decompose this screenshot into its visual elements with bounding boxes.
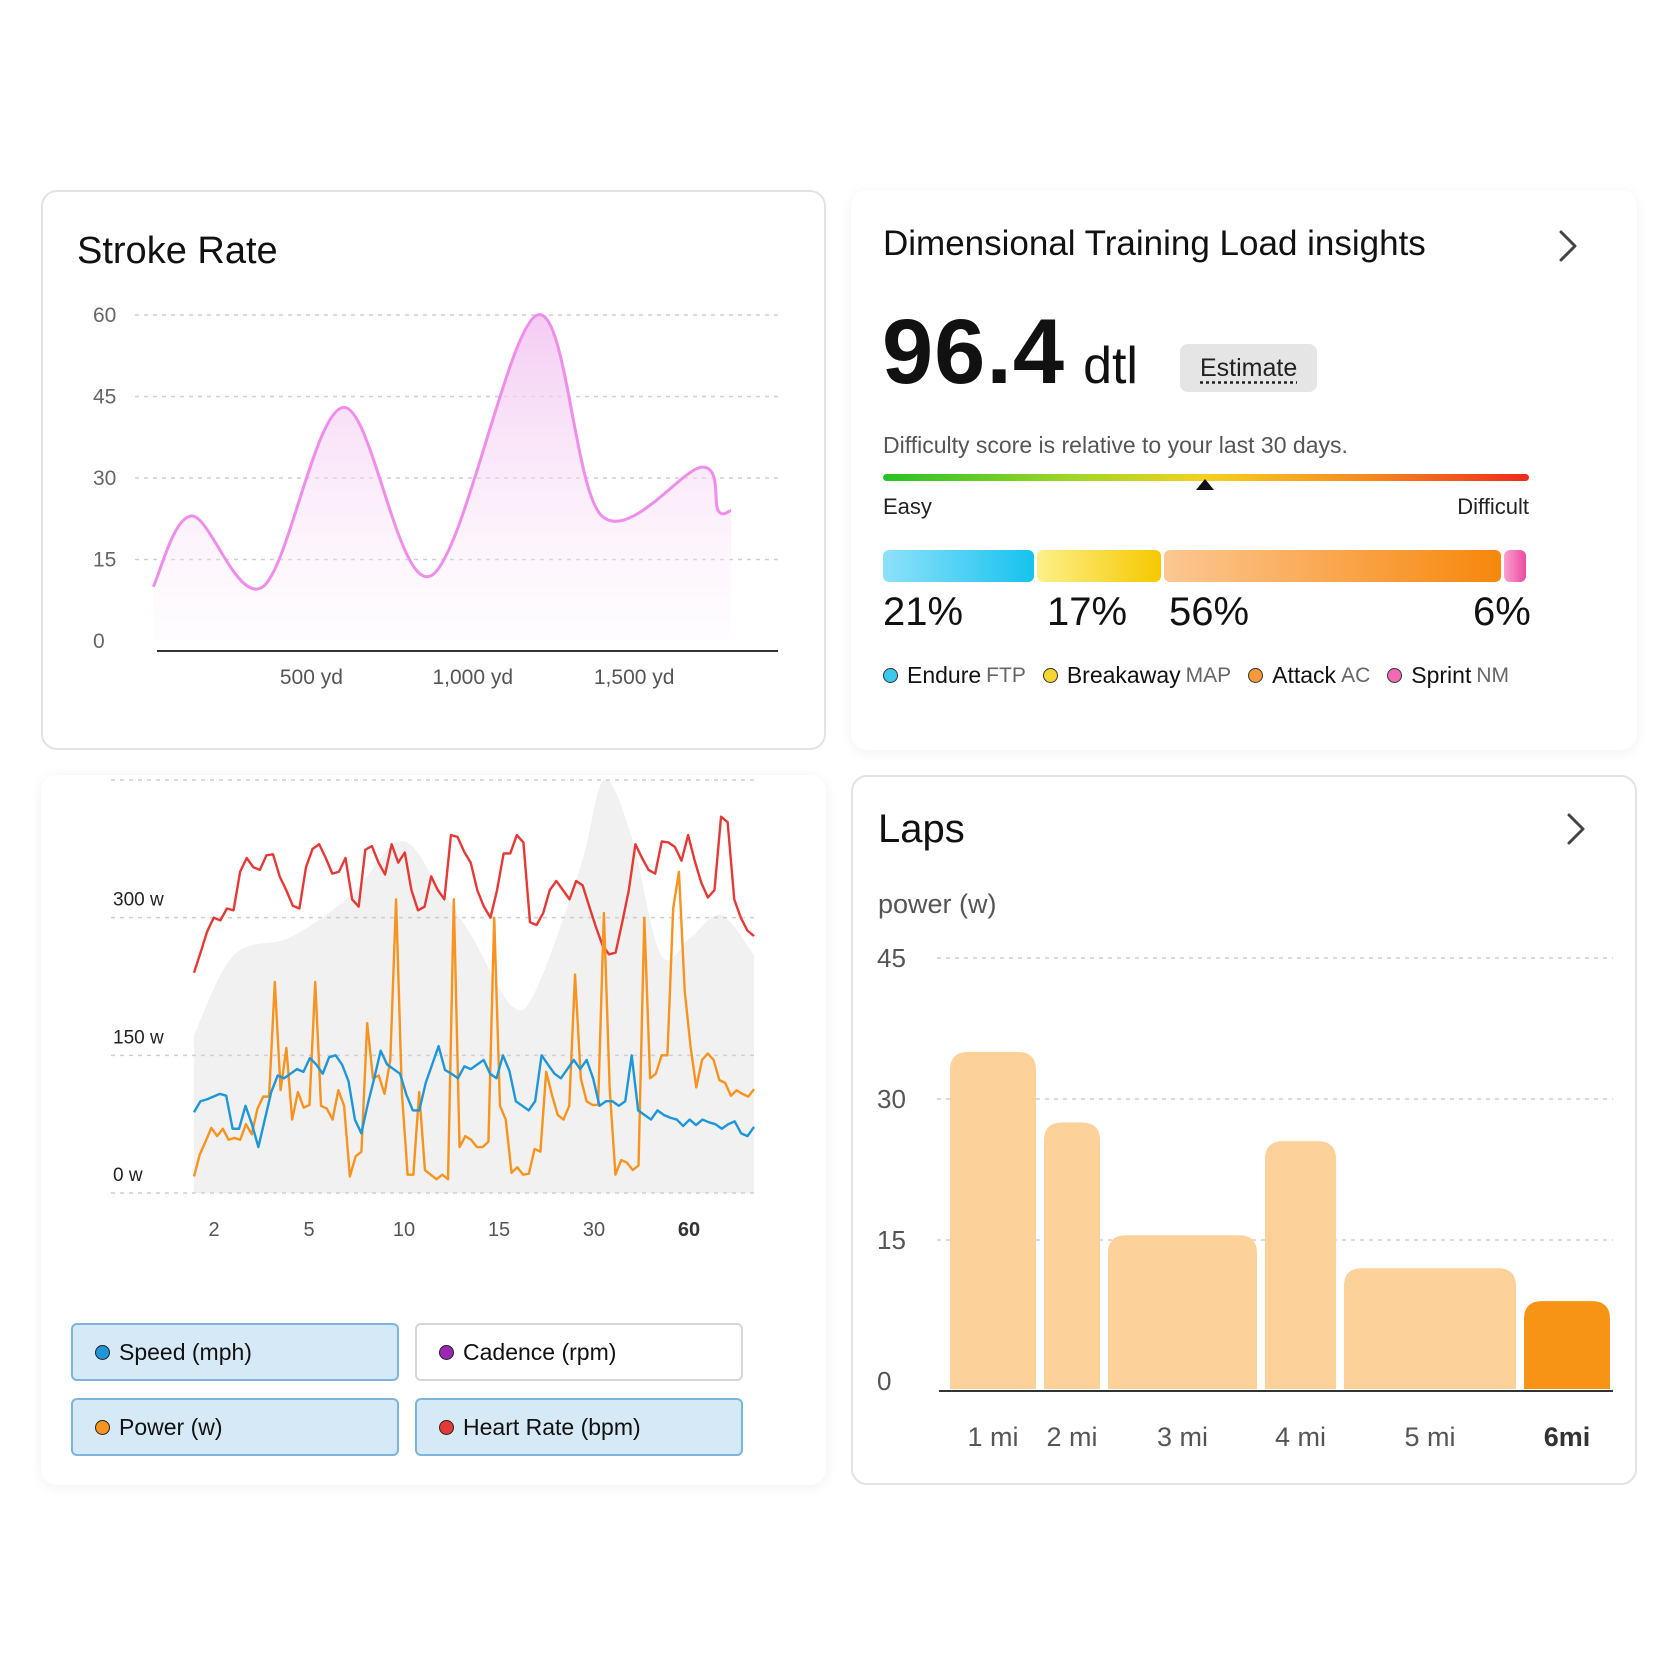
legend-name: Endure bbox=[907, 662, 982, 688]
y-tick-label: 0 bbox=[93, 630, 105, 653]
x-tick-label: 60 bbox=[678, 1219, 700, 1241]
legend-item-endure: Endure FTP bbox=[883, 662, 1026, 689]
toggle-speed[interactable]: Speed (mph) bbox=[71, 1323, 399, 1381]
legend-item-breakaway: Breakaway MAP bbox=[1042, 662, 1232, 689]
series-line bbox=[192, 815, 755, 974]
toggle-power[interactable]: Power (w) bbox=[71, 1398, 399, 1456]
difficulty-subtext: Difficulty score is relative to your las… bbox=[883, 432, 1348, 458]
x-tick-label: 3 mi bbox=[1157, 1422, 1208, 1452]
laps-unit-label: power (w) bbox=[878, 889, 997, 919]
x-tick-label: 30 bbox=[583, 1219, 605, 1241]
dtl-title: Dimensional Training Load insights bbox=[883, 224, 1426, 263]
y-tick-label: 0 bbox=[877, 1366, 891, 1396]
stroke-rate-line bbox=[151, 313, 732, 591]
x-tick-label: 6mi bbox=[1544, 1422, 1591, 1452]
toggle-label: Heart Rate (bpm) bbox=[463, 1413, 641, 1440]
workout-metrics-chart: 300 w 150 w 0 w 2 5 10 15 30 60 bbox=[111, 779, 755, 1241]
power-dot-icon bbox=[95, 1419, 110, 1435]
legend-dot-icon bbox=[1042, 668, 1058, 683]
toggle-heart-rate[interactable]: Heart Rate (bpm) bbox=[415, 1398, 743, 1456]
legend-name: Breakaway bbox=[1066, 662, 1181, 688]
legend-name: Sprint bbox=[1411, 662, 1472, 688]
dtl-score-value: 96.4 bbox=[882, 301, 1066, 403]
lap-bar bbox=[1044, 1122, 1100, 1389]
legend-abbr: MAP bbox=[1185, 663, 1232, 687]
laps-card: Laps power (w) 45 30 15 0 1 mi 2 mi 3 mi 4 mi 5… bbox=[851, 775, 1637, 1485]
dtl-score: 96.4 dtl bbox=[882, 300, 1138, 405]
elevation-background-area bbox=[194, 779, 754, 1193]
speed-dot-icon bbox=[95, 1344, 110, 1360]
x-tick-label: 2 mi bbox=[1046, 1422, 1097, 1452]
lap-bar bbox=[1108, 1235, 1257, 1389]
legend-abbr: AC bbox=[1341, 663, 1371, 687]
laps-bar-chart: 45 30 15 0 1 mi 2 mi 3 mi 4 mi 5 mi 6mi bbox=[877, 943, 1613, 1452]
lap-bar bbox=[1344, 1268, 1516, 1389]
y-tick-label: 150 w bbox=[113, 1027, 164, 1048]
stroke-rate-area bbox=[153, 314, 731, 641]
legend-abbr: NM bbox=[1476, 663, 1510, 687]
x-tick-label: 2 bbox=[208, 1219, 219, 1241]
zone-pct-breakaway: 17% bbox=[1047, 590, 1128, 634]
chevron-right-icon[interactable] bbox=[1561, 809, 1591, 849]
y-tick-label: 45 bbox=[877, 943, 906, 973]
toggle-label: Power (w) bbox=[119, 1413, 223, 1440]
zone-pct-attack: 56% bbox=[1169, 590, 1250, 634]
x-tick-label: 500 yd bbox=[280, 666, 343, 689]
y-tick-label: 15 bbox=[877, 1225, 906, 1255]
legend-dot-icon bbox=[1387, 668, 1403, 683]
workout-metrics-card: 300 w 150 w 0 w 2 5 10 15 30 60 Speed (mph) Cad… bbox=[41, 775, 826, 1485]
zone-legend: Endure FTP Breakaway MAP Attack AC Sprin… bbox=[883, 662, 1526, 689]
zone-pct-endure: 21% bbox=[883, 590, 964, 634]
zone-bar-sprint bbox=[1504, 550, 1526, 582]
stroke-rate-chart: 60 45 30 15 0 500 yd 1,000 yd 1,500 yd bbox=[93, 304, 778, 689]
toggle-cadence[interactable]: Cadence (rpm) bbox=[415, 1323, 743, 1381]
y-tick-label: 300 w bbox=[113, 890, 164, 911]
difficulty-gradient-bar bbox=[883, 474, 1529, 481]
y-tick-label: 45 bbox=[93, 386, 116, 409]
x-tick-label: 1,000 yd bbox=[432, 666, 513, 689]
legend-dot-icon bbox=[883, 668, 898, 683]
series-line bbox=[192, 1044, 755, 1149]
legend-item-sprint: Sprint NM bbox=[1387, 662, 1509, 689]
dtl-score-unit: dtl bbox=[1083, 337, 1138, 395]
estimate-button[interactable]: Estimate bbox=[1180, 344, 1318, 392]
stroke-rate-card: Stroke Rate 60 45 30 15 0 500 yd 1,000 yd 1,50… bbox=[41, 190, 826, 750]
legend-item-attack: Attack AC bbox=[1248, 662, 1370, 689]
lap-bar bbox=[1265, 1141, 1336, 1389]
y-tick-label: 30 bbox=[93, 467, 116, 490]
y-tick-label: 60 bbox=[93, 304, 116, 327]
dtl-insights-card: Dimensional Training Load insights 96.4 … bbox=[851, 190, 1637, 750]
easy-label: Easy bbox=[883, 494, 932, 519]
cadence-dot-icon bbox=[439, 1344, 454, 1360]
lap-bar bbox=[1524, 1301, 1610, 1389]
x-tick-label: 5 mi bbox=[1404, 1422, 1455, 1452]
difficult-label: Difficult bbox=[1457, 494, 1529, 519]
stroke-rate-title: Stroke Rate bbox=[77, 230, 278, 272]
heart-rate-dot-icon bbox=[439, 1419, 454, 1435]
legend-name: Attack bbox=[1272, 662, 1337, 688]
series-line bbox=[192, 870, 755, 1181]
x-tick-label: 10 bbox=[393, 1219, 415, 1241]
lap-bar bbox=[950, 1052, 1036, 1389]
zone-pct-sprint: 6% bbox=[1473, 590, 1531, 634]
difficulty-marker bbox=[1196, 479, 1214, 490]
y-tick-label: 15 bbox=[93, 549, 116, 572]
zone-bar-endure bbox=[883, 550, 1034, 582]
toggle-label: Cadence (rpm) bbox=[463, 1338, 617, 1365]
x-tick-label: 1 mi bbox=[967, 1422, 1018, 1452]
x-tick-label: 5 bbox=[303, 1219, 314, 1241]
x-tick-label: 4 mi bbox=[1275, 1422, 1326, 1452]
zone-bar-attack bbox=[1164, 550, 1501, 582]
x-tick-label: 1,500 yd bbox=[594, 666, 675, 689]
chevron-right-icon[interactable] bbox=[1551, 226, 1585, 266]
laps-title: Laps bbox=[878, 807, 965, 851]
legend-dot-icon bbox=[1248, 668, 1264, 683]
toggle-label: Speed (mph) bbox=[119, 1338, 252, 1365]
y-tick-label: 0 w bbox=[113, 1165, 143, 1186]
x-tick-label: 15 bbox=[488, 1219, 510, 1241]
zone-bar-breakaway bbox=[1037, 550, 1161, 582]
legend-abbr: FTP bbox=[986, 663, 1026, 687]
y-tick-label: 30 bbox=[877, 1084, 906, 1114]
